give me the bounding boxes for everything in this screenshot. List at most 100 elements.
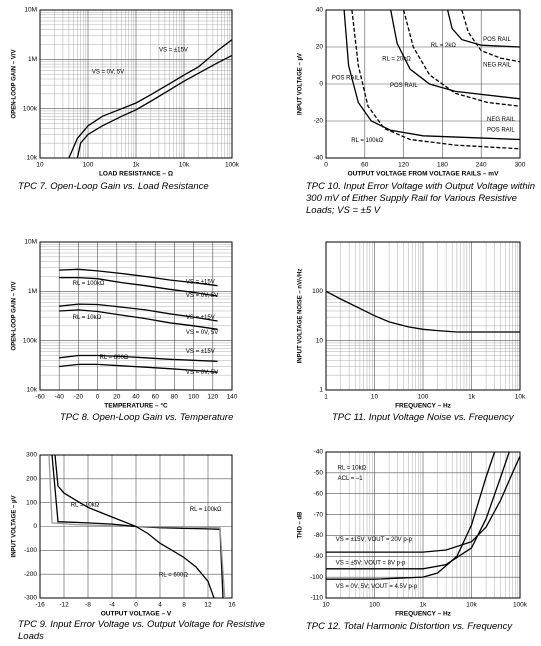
x-tick-label: 10k bbox=[466, 602, 477, 609]
curve bbox=[343, 10, 520, 141]
x-axis-label: TEMPERATURE – °C bbox=[104, 402, 168, 410]
caption: TPC 12. Total Harmonic Distortion vs. Fr… bbox=[306, 621, 513, 632]
curve bbox=[446, 10, 520, 48]
x-tick-label: 10k bbox=[179, 162, 190, 169]
annotation: NEG RAIL bbox=[487, 117, 516, 123]
x-tick-label: 0 bbox=[96, 394, 100, 401]
x-tick-label: 80 bbox=[171, 394, 179, 401]
x-tick-label: -20 bbox=[74, 394, 84, 401]
plot-frame bbox=[325, 451, 521, 599]
y-tick-label: -20 bbox=[314, 118, 324, 125]
x-tick-label: 100k bbox=[225, 162, 240, 169]
y-axis-label: THD – dB bbox=[298, 511, 304, 539]
x-tick-label: 120 bbox=[398, 162, 409, 169]
curve bbox=[59, 309, 218, 330]
curve bbox=[51, 455, 215, 598]
x-tick-label: 1k bbox=[468, 394, 476, 401]
x-tick-label: 0 bbox=[134, 602, 138, 609]
annotation: RL = 10kΩ bbox=[73, 315, 102, 321]
x-axis-label: FREQUENCY – Hz bbox=[395, 611, 452, 618]
x-tick-label: 60 bbox=[152, 394, 160, 401]
annotation: POS RAIL bbox=[390, 83, 418, 89]
x-tick-label: 100 bbox=[369, 602, 380, 609]
y-tick-label: 40 bbox=[316, 7, 324, 14]
x-tick-label: 10 bbox=[322, 602, 330, 609]
annotation: ACL = –1 bbox=[338, 476, 364, 482]
x-tick-label: 10 bbox=[371, 394, 379, 401]
annotation: VS = ±5V; VOUT = 8V p-p bbox=[336, 561, 406, 567]
y-tick-label: -40 bbox=[314, 449, 324, 456]
y-tick-label: -100 bbox=[24, 547, 37, 554]
annotation: RL = 100kΩ bbox=[73, 281, 105, 287]
x-tick-label: 100 bbox=[83, 162, 94, 169]
x-tick-label: 100k bbox=[513, 602, 528, 609]
x-tick-label: 12 bbox=[204, 602, 212, 609]
annotation: VS = ±15V bbox=[159, 48, 188, 54]
annotation: VS = 0V, 5V bbox=[186, 293, 218, 299]
x-tick-label: 20 bbox=[113, 394, 121, 401]
x-tick-label: 60 bbox=[361, 162, 369, 169]
curve bbox=[402, 10, 520, 107]
x-tick-label: 16 bbox=[228, 602, 236, 609]
annotation: POS RAIL bbox=[483, 37, 511, 43]
curve bbox=[326, 452, 496, 580]
plot-frame bbox=[39, 454, 233, 599]
y-tick-label: 0 bbox=[33, 523, 37, 530]
x-tick-label: -40 bbox=[54, 394, 64, 401]
curve bbox=[59, 276, 218, 297]
curve bbox=[59, 268, 218, 287]
x-tick-label: 100 bbox=[418, 394, 429, 401]
plot-frame bbox=[39, 241, 233, 391]
y-tick-label: 20 bbox=[316, 44, 324, 51]
curve bbox=[59, 303, 218, 322]
x-tick-label: -60 bbox=[35, 394, 45, 401]
y-tick-label: 10M bbox=[24, 7, 37, 14]
y-tick-label: -60 bbox=[314, 490, 324, 497]
caption: TPC 7. Open-Loop Gain vs. Load Resistanc… bbox=[18, 181, 209, 192]
x-tick-label: -8 bbox=[85, 602, 91, 609]
x-tick-label: 1k bbox=[133, 162, 141, 169]
x-tick-label: 120 bbox=[207, 394, 218, 401]
y-tick-label: 10k bbox=[27, 387, 38, 394]
y-tick-label: 10M bbox=[24, 239, 37, 246]
annotation: VS = 0V, 5V bbox=[186, 330, 218, 336]
x-tick-label: 0 bbox=[324, 162, 328, 169]
x-axis-label: OUTPUT VOLTAGE FROM VOLTAGE RAILS – mV bbox=[348, 171, 499, 178]
annotation: RL = 100kΩ bbox=[351, 138, 383, 144]
annotation: VS = ±15V; VOUT = 20V p-p bbox=[336, 537, 413, 543]
y-tick-label: -200 bbox=[24, 571, 37, 578]
caption: TPC 10. Input Error Voltage with Output … bbox=[306, 181, 535, 216]
curve bbox=[59, 354, 218, 363]
annotation: RL = 100kΩ bbox=[190, 507, 222, 513]
curve bbox=[54, 455, 224, 598]
curve bbox=[461, 10, 520, 63]
y-tick-label: -70 bbox=[314, 511, 324, 518]
curve bbox=[390, 10, 520, 100]
x-tick-label: 1 bbox=[324, 394, 328, 401]
annotation: VS = 0V, 5V bbox=[186, 370, 218, 376]
y-tick-label: -100 bbox=[310, 574, 323, 581]
y-tick-label: 200 bbox=[26, 476, 37, 483]
y-tick-label: 10k bbox=[27, 155, 38, 162]
curve bbox=[326, 452, 510, 570]
y-tick-label: 300 bbox=[26, 452, 37, 459]
y-tick-label: 100k bbox=[23, 337, 38, 344]
x-tick-label: 10k bbox=[515, 394, 526, 401]
plot-frame bbox=[325, 241, 521, 391]
x-axis-label: OUTPUT VOLTAGE – V bbox=[101, 611, 172, 618]
x-tick-label: 40 bbox=[132, 394, 140, 401]
x-tick-label: 8 bbox=[182, 602, 186, 609]
annotation: RL = 20kΩ bbox=[382, 56, 411, 62]
annotation: POS RAIL bbox=[487, 127, 515, 133]
annotation: RL = 600Ω bbox=[100, 355, 129, 361]
caption: TPC 8. Open-Loop Gain vs. Temperature bbox=[60, 412, 234, 423]
annotation: VS = 0V, 5V bbox=[92, 70, 124, 76]
plot-frame bbox=[39, 9, 233, 159]
y-tick-label: -110 bbox=[310, 595, 323, 602]
annotation: POS RAIL bbox=[332, 76, 360, 82]
y-tick-label: 100k bbox=[23, 105, 38, 112]
x-tick-label: 180 bbox=[437, 162, 448, 169]
x-tick-label: 300 bbox=[515, 162, 526, 169]
